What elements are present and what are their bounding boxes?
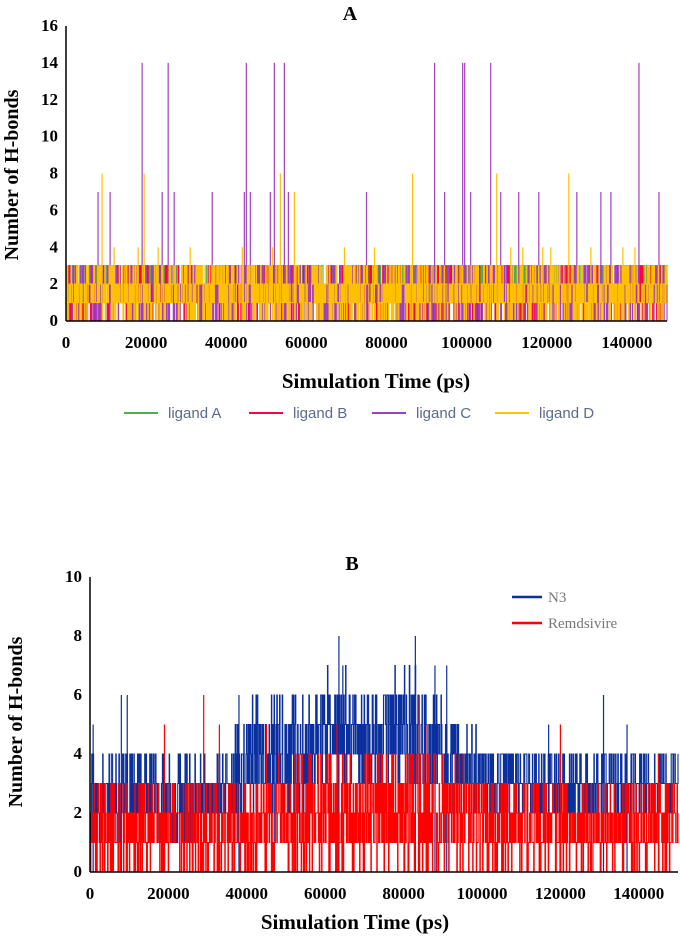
legend-ligand-b-label: ligand B xyxy=(293,405,347,422)
panel-a-x-tick-label: 80000 xyxy=(365,333,408,352)
panel-a-x-tick-label: 120000 xyxy=(521,333,572,352)
panel-b: B 0 2 4 6 8 10 0 20000 40000 60000 80000 100000 120… xyxy=(5,553,679,934)
panel-a-y-axis-label: Number of H-bonds xyxy=(1,89,23,260)
panel-a-y-tick-label: 2 xyxy=(50,274,59,293)
legend-ligand-d-label: ligand D xyxy=(539,405,594,422)
panel-a-x-tick-label: 40000 xyxy=(205,333,248,352)
panel-b-y-tick-label: 6 xyxy=(74,685,83,704)
panel-a-x-tick-label: 140000 xyxy=(601,333,652,352)
panel-b-y-ticks: 0 2 4 6 8 10 xyxy=(65,567,83,881)
panel-b-y-tick-label: 0 xyxy=(74,862,83,881)
panel-b-legend: N3 Remdsivire xyxy=(512,590,617,632)
legend-ligand-c-label: ligand C xyxy=(416,405,471,422)
panel-a-x-tick-label: 60000 xyxy=(285,333,328,352)
legend-ligand-a-label: ligand A xyxy=(168,405,221,422)
panel-b-plot-area xyxy=(89,636,679,873)
legend-remdsivire-label: Remdsivire xyxy=(548,616,617,632)
panel-b-x-ticks: 0 20000 40000 60000 80000 100000 120000 140000 xyxy=(86,884,665,903)
panel-b-x-tick-label: 80000 xyxy=(382,884,425,903)
panel-a-x-tick-label: 0 xyxy=(62,333,71,352)
panel-b-x-tick-label: 20000 xyxy=(147,884,190,903)
panel-a-x-ticks: 0 20000 40000 60000 80000 100000 120000 140000 xyxy=(62,333,653,352)
panel-a-y-tick-label: 10 xyxy=(41,127,58,146)
panel-a-x-tick-label: 20000 xyxy=(125,333,168,352)
panel-b-y-tick-label: 10 xyxy=(65,567,82,586)
panel-b-x-tick-label: 140000 xyxy=(613,884,664,903)
panel-b-y-tick-label: 2 xyxy=(74,803,83,822)
panel-a-y-tick-label: 12 xyxy=(41,90,58,109)
panel-a-plot-area xyxy=(65,62,668,322)
panel-a-y-tick-label: 14 xyxy=(41,53,59,72)
panel-a-y-tick-label: 6 xyxy=(50,200,59,219)
panel-a-y-tick-label: 8 xyxy=(50,164,59,183)
panel-a-title: A xyxy=(343,3,358,25)
panel-a-legend: ligand A ligand B ligand C ligand D xyxy=(124,405,594,422)
panel-b-x-tick-label: 120000 xyxy=(535,884,586,903)
panel-b-y-tick-label: 4 xyxy=(74,744,83,763)
panel-a-x-axis-label: Simulation Time (ps) xyxy=(282,369,470,393)
panel-b-y-tick-label: 8 xyxy=(74,626,83,645)
panel-b-x-tick-label: 40000 xyxy=(226,884,269,903)
panel-a-y-ticks: 0 2 4 6 8 10 12 14 16 xyxy=(41,16,59,330)
legend-n3-label: N3 xyxy=(548,590,566,606)
panel-b-y-axis-label: Number of H-bonds xyxy=(5,636,27,807)
panel-a: A 0 2 4 6 8 10 12 14 16 0 20000 40000 60000 80000 100… xyxy=(1,3,668,422)
panel-a-y-tick-label: 4 xyxy=(50,237,59,256)
panel-a-x-tick-label: 100000 xyxy=(441,333,492,352)
panel-b-x-axis-label: Simulation Time (ps) xyxy=(261,910,449,934)
panel-a-y-tick-label: 0 xyxy=(50,311,59,330)
panel-b-x-tick-label: 60000 xyxy=(304,884,347,903)
panel-b-x-tick-label: 100000 xyxy=(457,884,508,903)
panel-b-title: B xyxy=(345,553,358,575)
panel-b-series-remdsivire-line xyxy=(90,753,679,873)
panel-b-x-tick-label: 0 xyxy=(86,884,95,903)
panel-a-y-tick-label: 16 xyxy=(41,16,58,35)
